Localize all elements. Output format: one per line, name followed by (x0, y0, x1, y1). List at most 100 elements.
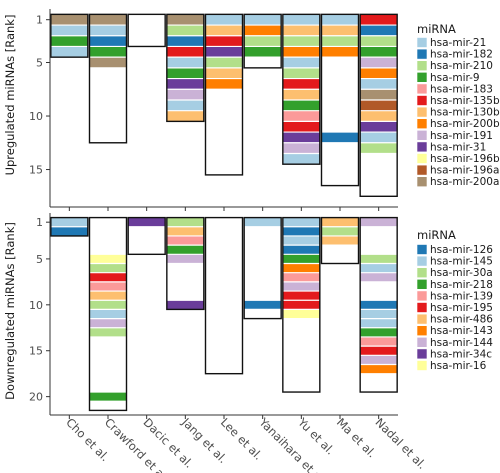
rank-cell (360, 67, 398, 79)
legend-swatch (416, 153, 428, 164)
downregulated-y-axis-title: Downregulated miRNAs [Rank] (3, 222, 17, 400)
legend-swatch (416, 130, 428, 141)
rank-cell (50, 14, 88, 26)
rank-cell (205, 67, 243, 79)
rank-cell (282, 35, 320, 47)
upregulated-y-axis-title: Upregulated miRNAs [Rank] (3, 15, 17, 176)
rank-cell (166, 235, 204, 246)
legend-label: hsa-mir-196b (430, 153, 500, 165)
legend-label: hsa-mir-9 (430, 72, 480, 84)
study-axis-labels: Cho et al.Crawford et al.Dacic et al.Jan… (63, 415, 429, 473)
rank-cell (360, 46, 398, 58)
rank-cell (89, 272, 127, 282)
study-bar (50, 216, 89, 237)
bar-outline (282, 13, 321, 165)
downregulated-legend-title: miRNA (417, 228, 456, 242)
legend-label: hsa-mir-486 (430, 314, 493, 326)
study-bar (359, 13, 398, 197)
rank-cell (282, 153, 320, 165)
rank-cell (166, 14, 204, 26)
study-bar (127, 216, 166, 256)
rank-cell (205, 57, 243, 68)
rank-cell (89, 25, 127, 36)
rank-cell (50, 226, 88, 236)
rank-cell (166, 35, 204, 47)
legend-item: hsa-mir-183 (416, 83, 493, 95)
bar-outline (320, 216, 360, 265)
rank-cell (282, 67, 320, 79)
rank-cell (244, 217, 282, 227)
rank-cell (282, 272, 320, 282)
study-bar (282, 216, 321, 393)
bar-outline (88, 216, 128, 412)
rank-cell (360, 35, 398, 47)
rank-cell (360, 336, 398, 347)
rank-cell (166, 254, 204, 264)
study-bar (320, 13, 360, 187)
legend-swatch (416, 336, 428, 348)
rank-cell (166, 245, 204, 255)
y-tick-label: 10 (29, 110, 43, 123)
legend-label: hsa-mir-145 (430, 256, 493, 268)
rank-cell (282, 263, 320, 273)
legend-swatch (416, 141, 428, 153)
legend-item: hsa-mir-196b (416, 153, 500, 165)
legend-label: hsa-mir-195 (430, 302, 493, 314)
rank-cell (89, 327, 127, 337)
rank-cell (89, 392, 127, 402)
legend-swatch (416, 164, 428, 176)
rank-cell (89, 263, 127, 273)
legend-label: hsa-mir-31 (430, 141, 486, 153)
rank-cell (244, 300, 282, 310)
study-bar (282, 13, 321, 165)
bar-outline (166, 13, 205, 123)
rank-cell (282, 281, 320, 292)
bar-outline (166, 216, 205, 311)
downregulated-bars (50, 216, 398, 412)
rank-cell (166, 99, 204, 111)
rank-cell (50, 217, 88, 227)
bar-outline (359, 13, 398, 197)
rank-cell (282, 78, 320, 90)
legend-item: hsa-mir-130b (416, 107, 500, 119)
rank-cell (360, 254, 398, 264)
rank-cell (360, 272, 398, 282)
y-tick-label: 1 (36, 216, 43, 229)
rank-cell (166, 89, 204, 100)
rank-cell (360, 132, 398, 143)
study-bar (166, 216, 205, 311)
rank-cell (282, 226, 320, 236)
rank-cell (360, 355, 398, 365)
rank-cell (321, 132, 359, 143)
legend-swatch (416, 267, 428, 279)
bar-background (128, 14, 166, 47)
rank-cell (282, 254, 320, 264)
rank-cell (360, 217, 398, 227)
legend-label: hsa-mir-144 (430, 337, 493, 349)
rank-cell (360, 25, 398, 36)
legend-item: hsa-mir-30a (416, 267, 493, 279)
study-bar (320, 216, 360, 265)
legend-label: hsa-mir-218 (430, 279, 493, 291)
legend-item: hsa-mir-200a (416, 176, 499, 188)
legend-item: hsa-mir-191 (416, 130, 493, 142)
study-bar (204, 216, 244, 375)
bar-outline (359, 216, 398, 393)
legend-swatch (416, 360, 428, 371)
y-tick-label: 1 (36, 14, 43, 27)
rank-cell (89, 46, 127, 58)
study-bar (243, 216, 282, 320)
legend-swatch (416, 255, 428, 267)
rank-cell (166, 25, 204, 36)
rank-cell (166, 57, 204, 68)
rank-cell (360, 110, 398, 122)
legend-label: hsa-mir-30a (430, 267, 493, 279)
rank-cell (360, 364, 398, 374)
legend-label: hsa-mir-200b (430, 118, 500, 130)
rank-cell (282, 309, 320, 319)
rank-cell (282, 121, 320, 133)
legend-swatch (416, 118, 428, 129)
legend-label: hsa-mir-16 (430, 360, 487, 372)
rank-cell (89, 14, 127, 26)
